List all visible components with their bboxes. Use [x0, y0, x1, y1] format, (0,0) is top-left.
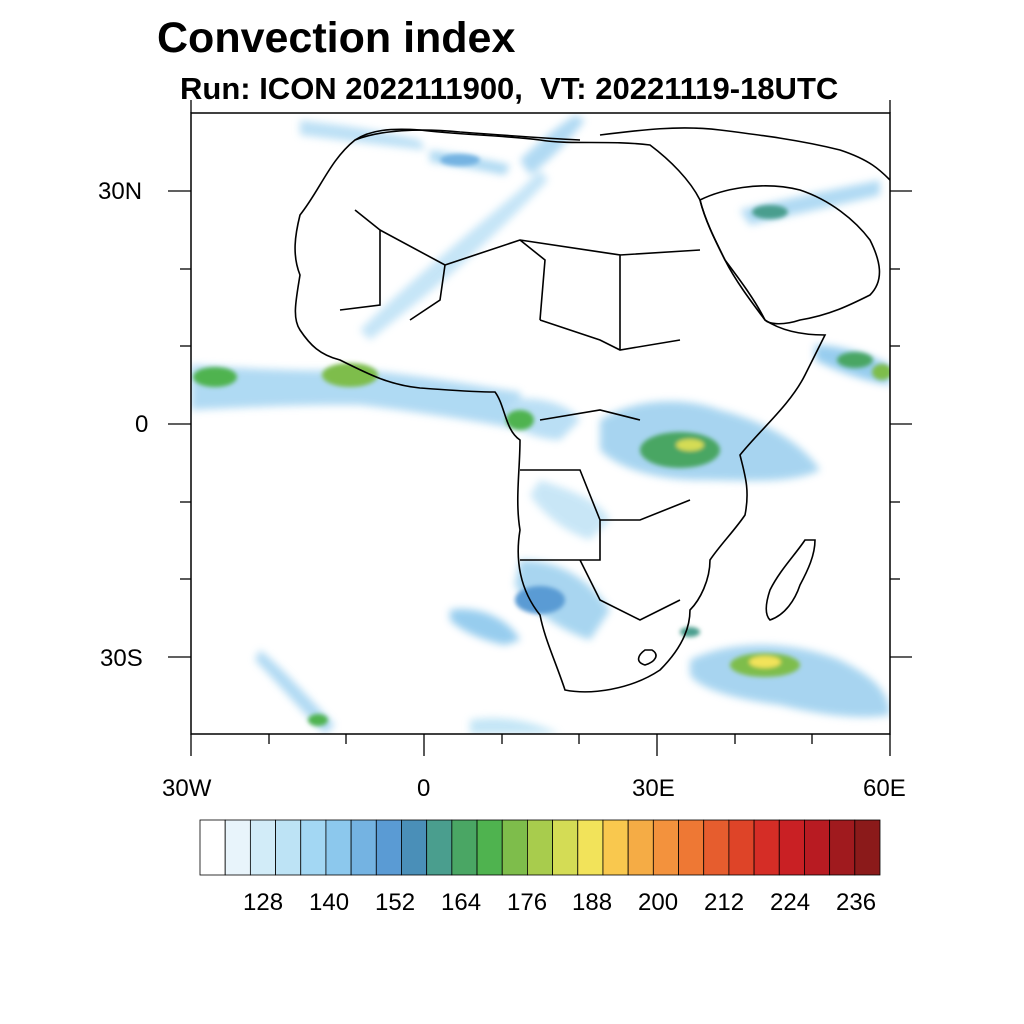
colorbar-label: 176: [507, 889, 548, 916]
lon-label-0: 0: [417, 775, 431, 802]
colorbar-cell: [199, 819, 226, 876]
colorbar-cell: [778, 819, 805, 876]
colorbar-cell: [426, 819, 453, 876]
colorbar-cell: [753, 819, 780, 876]
colorbar-label: 212: [704, 889, 745, 916]
colorbar-cell: [375, 819, 402, 876]
lat-label-0: 0: [135, 411, 149, 438]
colorbar-label: 200: [638, 889, 679, 916]
lon-label-30w: 30W: [162, 775, 212, 802]
coastlines: [294, 127, 890, 693]
colorbar-cell: [577, 819, 604, 876]
colorbar-cell: [854, 819, 881, 876]
colorbar-cell: [728, 819, 755, 876]
colorbar-cell: [678, 819, 705, 876]
chart-subtitle: Run: ICON 2022111900, VT: 20221119-18UTC: [180, 71, 839, 106]
colorbar-cell: [703, 819, 730, 876]
colorbar-cell: [300, 819, 327, 876]
colorbar-label: 152: [375, 889, 416, 916]
colorbar-cell: [527, 819, 553, 876]
colorbar-cell: [224, 819, 251, 876]
axis-ticks: [168, 100, 912, 756]
colorbar-label: 128: [243, 889, 284, 916]
lon-label-30e: 30E: [632, 775, 675, 802]
lat-label-30n: 30N: [98, 178, 143, 205]
colorbar-label: 236: [836, 889, 877, 916]
colorbar-cell: [350, 819, 377, 876]
colorbar-cell: [501, 819, 528, 876]
colorbar-cell: [627, 819, 654, 876]
colorbar-cell: [552, 819, 579, 876]
colorbar-cell: [652, 819, 679, 876]
colorbar-cell: [249, 819, 276, 876]
colorbar-cell: [829, 819, 856, 876]
colorbar-label: 188: [572, 889, 613, 916]
colorbar-cell: [476, 819, 503, 876]
colorbar: [199, 819, 881, 876]
convection-field: [191, 115, 890, 734]
colorbar-label: 224: [770, 889, 811, 916]
colorbar-cell: [451, 819, 478, 876]
colorbar-label: 164: [441, 889, 482, 916]
lon-label-60e: 60E: [863, 775, 906, 802]
colorbar-cell: [401, 819, 428, 876]
colorbar-cell: [275, 819, 302, 876]
colorbar-label: 140: [309, 889, 350, 916]
lat-label-30s: 30S: [100, 645, 143, 672]
chart-title: Convection index: [157, 14, 516, 62]
colorbar-cell: [325, 819, 352, 876]
colorbar-cell: [804, 819, 831, 876]
colorbar-cell: [602, 819, 629, 876]
